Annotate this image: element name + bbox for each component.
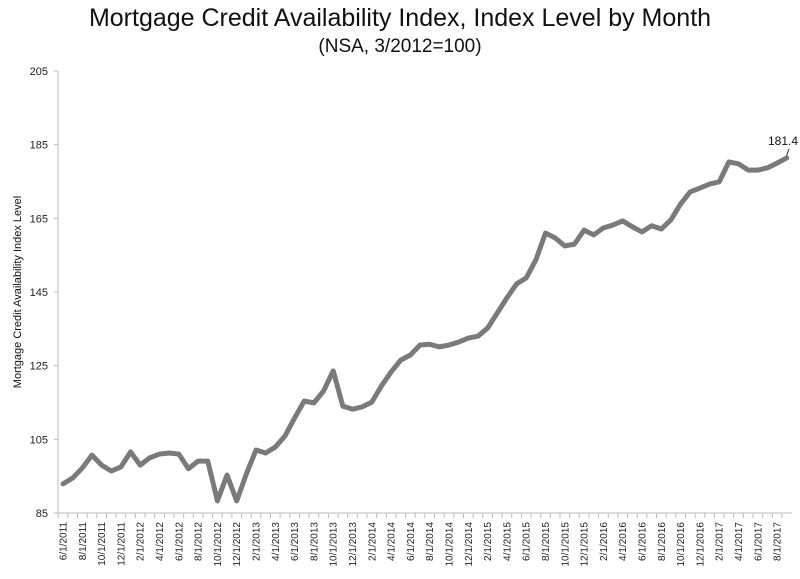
x-tick-label: 12/1/2011 bbox=[116, 522, 127, 566]
y-tick-label: 205 bbox=[30, 66, 48, 78]
x-tick-label: 8/1/2012 bbox=[194, 522, 205, 561]
x-tick-label: 10/1/2013 bbox=[329, 522, 340, 567]
series-line bbox=[60, 155, 790, 504]
x-tick-label: 8/1/2011 bbox=[78, 522, 89, 561]
x-tick-label: 12/1/2016 bbox=[695, 522, 706, 567]
x-tick-label: 6/1/2015 bbox=[522, 522, 533, 561]
x-tick-label: 8/1/2016 bbox=[657, 522, 668, 561]
x-tick-label: 6/1/2014 bbox=[406, 522, 417, 561]
x-tick-label: 8/1/2013 bbox=[309, 522, 320, 561]
end-value-annotation: 181.4 bbox=[768, 134, 798, 148]
x-tick-label: 6/1/2017 bbox=[753, 522, 764, 561]
chart-title: Mortgage Credit Availability Index, Inde… bbox=[88, 4, 712, 32]
x-tick-label: 12/1/2013 bbox=[348, 522, 359, 567]
y-tick-label: 145 bbox=[30, 287, 48, 299]
x-tick-label: 4/1/2014 bbox=[387, 522, 398, 561]
x-tick-label: 2/1/2016 bbox=[599, 522, 610, 561]
y-tick-label: 105 bbox=[30, 434, 48, 446]
x-tick-label: 12/1/2012 bbox=[232, 522, 243, 567]
x-tick-label: 2/1/2013 bbox=[252, 522, 263, 561]
x-tick-label: 4/1/2017 bbox=[734, 522, 745, 561]
x-tick-label: 8/1/2014 bbox=[425, 522, 436, 561]
y-axis-label: Mortgage Credit Availability Index Level bbox=[12, 196, 24, 388]
x-tick-label: 12/1/2015 bbox=[580, 522, 591, 567]
x-tick-label: 6/1/2013 bbox=[290, 522, 301, 561]
x-tick-label: 10/1/2014 bbox=[445, 522, 456, 567]
x-tick-label: 4/1/2016 bbox=[618, 522, 629, 561]
x-tick-label: 2/1/2014 bbox=[367, 522, 378, 561]
y-tick-label: 185 bbox=[30, 140, 48, 152]
x-tick-label: 10/1/2011 bbox=[97, 522, 108, 566]
x-tick-label: 6/1/2016 bbox=[638, 522, 649, 561]
x-tick-label: 2/1/2017 bbox=[715, 522, 726, 561]
x-tick-label: 2/1/2015 bbox=[483, 522, 494, 561]
x-tick-label: 10/1/2012 bbox=[213, 522, 224, 567]
chart-subtitle: (NSA, 3/2012=100) bbox=[318, 36, 482, 57]
x-tick-label: 8/1/2015 bbox=[541, 522, 552, 561]
x-tick-label: 10/1/2015 bbox=[560, 522, 571, 567]
x-tick-label: 12/1/2014 bbox=[464, 522, 475, 567]
y-tick-label: 165 bbox=[30, 213, 48, 225]
x-tick-label: 8/1/2017 bbox=[773, 522, 784, 561]
x-tick-label: 4/1/2012 bbox=[155, 522, 166, 561]
y-tick-label: 125 bbox=[30, 361, 48, 373]
y-tick-label: 85 bbox=[36, 508, 48, 520]
x-tick-label: 6/1/2012 bbox=[174, 522, 185, 561]
x-tick-label: 4/1/2013 bbox=[271, 522, 282, 561]
x-tick-label: 6/1/2011 bbox=[59, 522, 70, 561]
x-tick-label: 2/1/2012 bbox=[136, 522, 147, 561]
x-tick-label: 10/1/2016 bbox=[676, 522, 687, 567]
x-tick-label: 4/1/2015 bbox=[502, 522, 513, 561]
